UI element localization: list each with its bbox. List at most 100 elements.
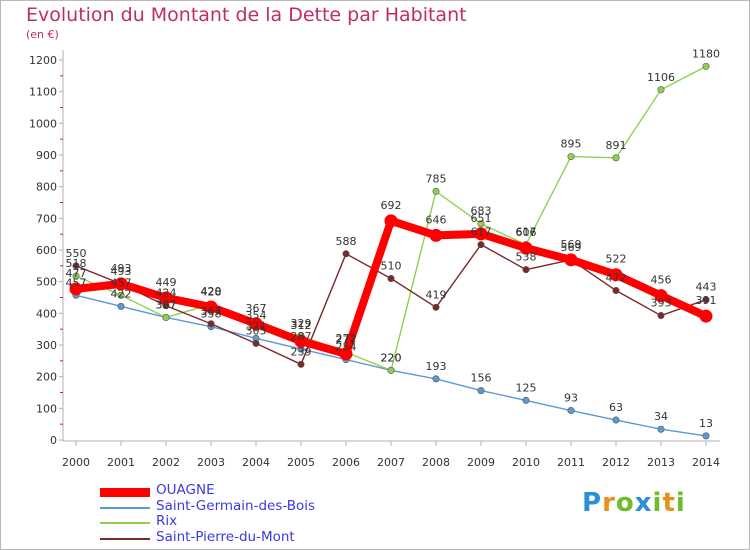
- data-point: [612, 416, 620, 424]
- data-label: 493: [111, 262, 132, 275]
- y-tick-label: 500: [36, 276, 57, 289]
- y-tick-label: 200: [36, 371, 57, 384]
- data-label: 367: [201, 305, 222, 318]
- data-label: 617: [516, 226, 537, 239]
- data-label: 239: [291, 345, 312, 358]
- data-point: [117, 291, 125, 299]
- x-tick-label: 2007: [377, 456, 405, 469]
- data-label: 422: [111, 287, 132, 300]
- logo-letter: x: [634, 488, 653, 518]
- y-tick-label: 600: [36, 244, 57, 257]
- y-tick-label: 400: [36, 307, 57, 320]
- data-point: [522, 396, 530, 404]
- x-tick-label: 2013: [647, 456, 675, 469]
- x-tick-label: 2003: [197, 456, 225, 469]
- data-point: [702, 296, 710, 304]
- data-point: [702, 62, 710, 70]
- data-label: 522: [606, 253, 627, 266]
- data-label: 510: [381, 260, 402, 273]
- legend-swatch: [100, 522, 150, 524]
- data-label: 358: [201, 308, 222, 321]
- data-point: [567, 153, 575, 161]
- data-label: 391: [696, 294, 717, 307]
- data-point: [114, 277, 128, 291]
- data-label: 617: [471, 226, 492, 239]
- x-tick-label: 2011: [557, 456, 585, 469]
- data-label: 518: [66, 257, 87, 270]
- series-layer: [69, 62, 713, 440]
- y-tick-label: 700: [36, 212, 57, 225]
- data-label: 785: [426, 172, 447, 185]
- data-label: 367: [246, 302, 267, 315]
- data-label: 472: [606, 272, 627, 285]
- data-point: [432, 375, 440, 383]
- logo-letter: i: [652, 488, 663, 518]
- y-tick-label: 900: [36, 149, 57, 162]
- data-point: [342, 250, 350, 258]
- data-point: [69, 282, 83, 296]
- data-point: [117, 302, 125, 310]
- x-tick-label: 2014: [692, 456, 720, 469]
- data-label: 588: [336, 235, 357, 248]
- x-tick-label: 2008: [422, 456, 450, 469]
- data-label: 456: [651, 274, 672, 287]
- data-point: [474, 227, 488, 241]
- data-point: [252, 339, 260, 347]
- x-tick-label: 2010: [512, 456, 540, 469]
- chart-title: Evolution du Montant de la Dette par Hab…: [26, 4, 467, 26]
- data-point: [294, 334, 308, 348]
- data-point: [567, 407, 575, 415]
- logo-letter: r: [602, 488, 616, 518]
- chart-unit: (en €): [26, 28, 59, 41]
- legend-swatch: [100, 487, 150, 497]
- data-label: 550: [66, 247, 87, 260]
- data-point: [204, 300, 218, 314]
- data-point: [477, 387, 485, 395]
- data-label: 393: [651, 297, 672, 310]
- axes: 0 100 200 300 400 500 600 700 800 900 1000 1100 1200…: [29, 50, 720, 469]
- data-label: 387: [156, 298, 177, 311]
- data-label: 651: [471, 212, 492, 225]
- data-label: 606: [516, 226, 537, 239]
- data-label: 354: [246, 309, 267, 322]
- data-label: 254: [336, 341, 357, 354]
- data-label: 287: [291, 330, 312, 343]
- data-point: [477, 220, 485, 228]
- data-point: [432, 303, 440, 311]
- x-tick-label: 2000: [62, 456, 90, 469]
- y-tick-label: 100: [36, 402, 57, 415]
- data-point: [612, 287, 620, 295]
- legend-swatch: [100, 537, 150, 540]
- data-label: 646: [426, 213, 447, 226]
- data-point: [519, 241, 533, 255]
- data-label: 891: [606, 139, 627, 152]
- data-label: 329: [291, 317, 312, 330]
- data-label: 93: [564, 392, 578, 405]
- x-tick-label: 2009: [467, 456, 495, 469]
- data-point: [429, 228, 443, 242]
- data-point: [699, 309, 713, 323]
- data-label: 13: [699, 417, 713, 430]
- data-label: 125: [516, 381, 537, 394]
- data-point: [387, 274, 395, 282]
- data-point: [297, 360, 305, 368]
- data-label: 428: [201, 285, 222, 298]
- x-tick-label: 2005: [287, 456, 315, 469]
- data-label: 493: [111, 265, 132, 278]
- data-label: 272: [336, 332, 357, 345]
- legend-label: Saint-Germain-des-Bois: [156, 497, 316, 514]
- data-label: 63: [609, 401, 623, 414]
- proxiti-logo: Proxiti: [582, 488, 686, 518]
- data-label: 443: [696, 281, 717, 294]
- data-label: 156: [471, 372, 492, 385]
- legend-label: Saint-Pierre-du-Mont: [156, 528, 295, 545]
- x-tick-label: 2012: [602, 456, 630, 469]
- data-label: 321: [246, 319, 267, 332]
- data-point: [249, 317, 263, 331]
- data-point: [339, 347, 353, 361]
- series-saint-germain-des-bois: [72, 291, 710, 440]
- data-label: 477: [66, 267, 87, 280]
- data-point: [612, 154, 620, 162]
- data-labels-layer: 4574223873583212872542201931561259363341…: [66, 47, 721, 430]
- y-tick-label: 1000: [29, 117, 57, 130]
